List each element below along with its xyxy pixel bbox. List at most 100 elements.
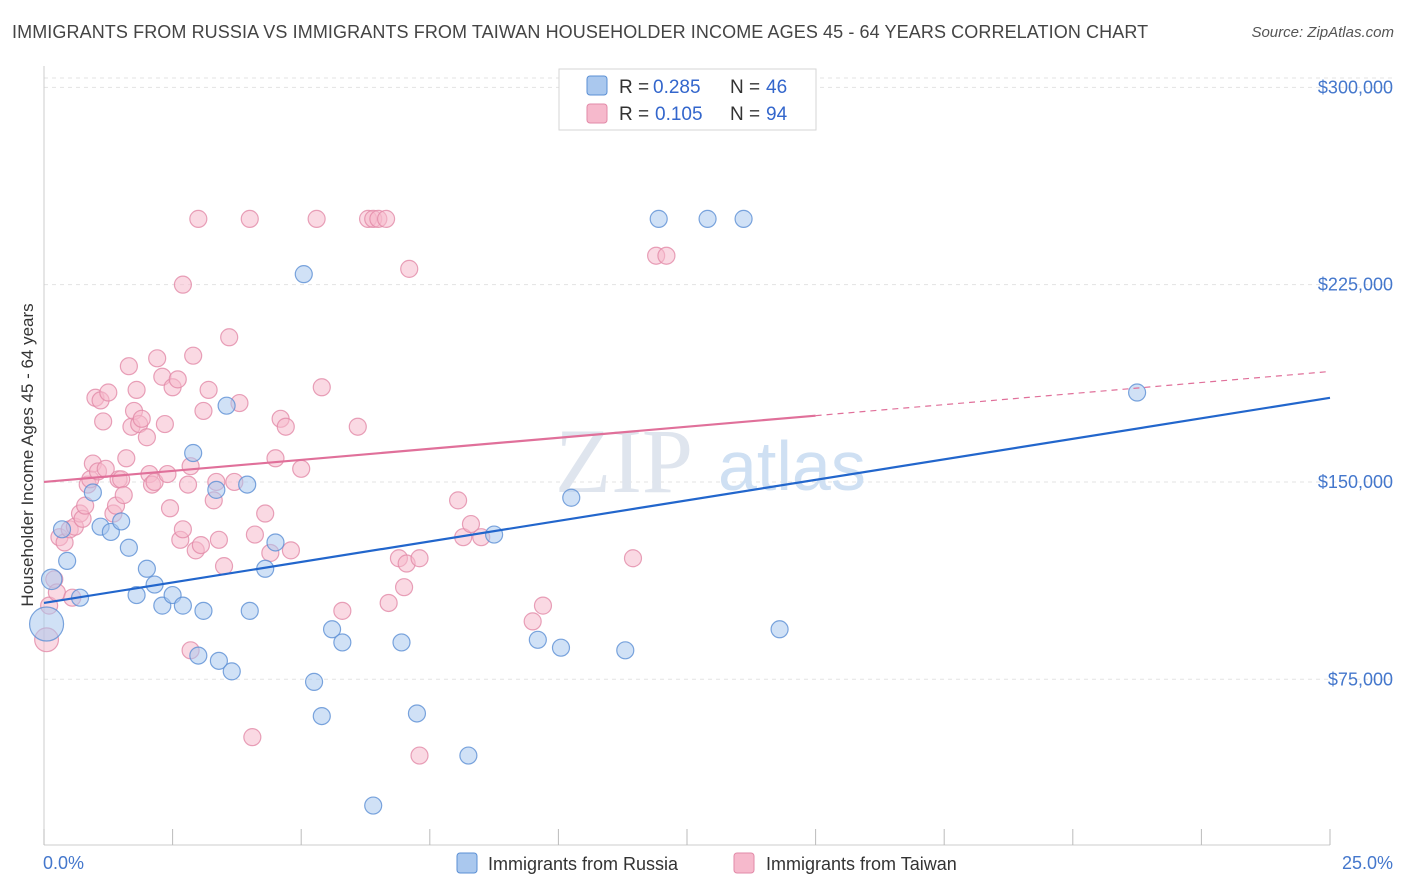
y-tick-label: $225,000: [1318, 275, 1393, 295]
taiwan-point: [155, 414, 174, 434]
taiwan-point: [523, 612, 542, 631]
taiwan-point: [220, 328, 239, 347]
legend-r-label-taiwan: R =: [619, 104, 649, 125]
russia-point: [194, 601, 213, 620]
taiwan-point: [400, 259, 419, 278]
trend-layer: [43, 370, 1331, 605]
russia-point: [52, 520, 72, 539]
legend: R = 0.285 N = 46 R = 0.105 N = 94: [558, 68, 817, 131]
russia-point: [58, 551, 77, 570]
taiwan-point: [117, 449, 136, 468]
axes-layer: [43, 66, 1331, 846]
y-tick-labels: $75,000 $150,000 $225,000 $300,000: [1318, 77, 1393, 689]
taiwan-point: [209, 530, 228, 549]
taiwan-point: [276, 417, 295, 436]
russia-point: [322, 620, 342, 639]
y-tick-label: $150,000: [1318, 472, 1393, 492]
russia-point: [173, 596, 192, 615]
russia-point: [266, 533, 285, 552]
taiwan-point: [461, 514, 481, 534]
legend-r-label-russia: R =: [619, 77, 649, 98]
taiwan-point: [119, 357, 138, 376]
taiwan-point: [533, 596, 553, 615]
russia-point: [83, 483, 102, 502]
taiwan-point: [112, 470, 131, 489]
taiwan-points: [34, 209, 676, 765]
legend-n-value-russia: 46: [766, 77, 787, 98]
russia-point: [1127, 383, 1147, 402]
russia-point: [294, 265, 313, 284]
russia-point: [551, 638, 571, 657]
taiwan-point: [194, 401, 213, 421]
y-axis-label: Householder Income Ages 45 - 64 years: [18, 303, 37, 606]
taiwan-point: [410, 746, 429, 765]
russia-point: [304, 672, 324, 691]
russia-point: [207, 480, 226, 499]
x-tick-label-start: 0.0%: [43, 853, 84, 873]
taiwan-trend-line-extension: [815, 370, 1331, 417]
taiwan-point: [168, 370, 187, 389]
russia-point: [528, 630, 547, 649]
russia-point: [209, 651, 228, 670]
russia-point: [222, 662, 241, 681]
y-tick-label: $75,000: [1328, 669, 1393, 689]
taiwan-point: [281, 541, 301, 560]
legend-n-value-taiwan: 94: [766, 104, 788, 125]
russia-point: [127, 585, 146, 605]
russia-point: [364, 796, 383, 815]
taiwan-point: [99, 383, 118, 402]
taiwan-point: [178, 475, 198, 494]
russia-points: [28, 209, 1147, 815]
russia-point: [112, 512, 131, 531]
russia-point: [485, 525, 504, 544]
legend-n-label-taiwan: N =: [730, 104, 760, 125]
russia-point: [407, 704, 427, 723]
russia-point: [734, 209, 753, 228]
russia-point: [770, 620, 789, 639]
taiwan-point: [256, 504, 275, 523]
taiwan-point: [127, 380, 146, 399]
taiwan-point: [114, 486, 133, 505]
taiwan-point: [448, 491, 468, 510]
taiwan-point: [266, 449, 285, 468]
taiwan-point: [245, 525, 265, 544]
russia-point: [240, 601, 259, 620]
chart-title: IMMIGRANTS FROM RUSSIA VS IMMIGRANTS FRO…: [12, 22, 1149, 42]
watermark-atlas: atlas: [718, 427, 866, 505]
taiwan-point: [657, 246, 676, 265]
russia-point: [184, 443, 203, 463]
bottom-legend-swatch-taiwan: [733, 852, 755, 874]
russia-point: [698, 209, 717, 228]
taiwan-point: [189, 209, 208, 228]
russia-point: [562, 488, 581, 507]
taiwan-point: [379, 593, 398, 613]
taiwan-point: [376, 209, 396, 228]
russia-point: [649, 209, 668, 228]
russia-point: [616, 641, 635, 660]
russia-point: [137, 559, 156, 578]
taiwan-point: [173, 520, 192, 539]
taiwan-point: [348, 417, 367, 436]
taiwan-trend-line: [43, 414, 816, 484]
taiwan-point: [292, 459, 311, 478]
taiwan-point: [307, 209, 326, 228]
legend-r-value-taiwan: 0.105: [655, 104, 703, 125]
source-label: Source: ZipAtlas.com: [1251, 24, 1394, 41]
russia-trend-line: [43, 396, 1331, 605]
grid-layer: [44, 77, 1393, 680]
taiwan-point: [410, 549, 429, 568]
taiwan-point: [94, 412, 113, 431]
taiwan-point: [173, 275, 192, 294]
russia-point: [312, 706, 331, 726]
taiwan-point: [312, 378, 331, 397]
taiwan-point: [158, 464, 177, 484]
taiwan-point: [191, 535, 210, 555]
bottom-legend: Immigrants from Russia Immigrants from T…: [456, 852, 957, 874]
taiwan-point: [160, 499, 180, 518]
x-tick-label-end: 25.0%: [1342, 853, 1393, 873]
taiwan-point: [137, 428, 156, 447]
legend-n-label-russia: N =: [730, 77, 760, 98]
russia-point: [28, 606, 65, 642]
watermark: ZIP atlas: [555, 410, 866, 512]
